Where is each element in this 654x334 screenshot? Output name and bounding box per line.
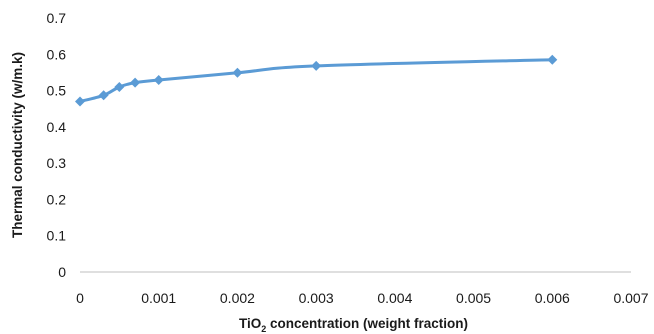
data-point-marker <box>75 96 85 107</box>
x-tick-label: 0.004 <box>377 290 412 306</box>
data-point-marker <box>130 77 141 88</box>
x-tick-label: 0.006 <box>535 290 570 306</box>
data-point-marker <box>311 60 322 71</box>
y-tick-label: 0 <box>58 264 66 280</box>
x-tick-label: 0.001 <box>141 290 176 306</box>
x-tick-labels: 0 0.001 0.002 0.003 0.004 0.005 0.006 0.… <box>76 290 649 306</box>
y-tick-label: 0.2 <box>47 191 67 207</box>
y-axis-title: Thermal conductivity (w/m.k) <box>10 52 25 238</box>
series-markers <box>75 54 558 107</box>
x-tick-label: 0.005 <box>456 290 491 306</box>
x-axis-title: TiO2 concentration (weight fraction) <box>239 316 468 334</box>
y-tick-label: 0.1 <box>47 228 67 244</box>
x-axis-title-main: TiO <box>239 316 261 331</box>
data-point-marker <box>114 81 125 92</box>
data-point-marker <box>153 75 164 86</box>
data-point-marker <box>98 90 109 101</box>
x-tick-label: 0 <box>76 290 84 306</box>
y-tick-label: 0.6 <box>47 46 67 62</box>
y-tick-label: 0.4 <box>47 119 67 135</box>
y-tick-label: 0.5 <box>47 83 67 99</box>
x-tick-label: 0.003 <box>299 290 334 306</box>
x-tick-label: 0.002 <box>220 290 255 306</box>
x-axis-title-rest: concentration (weight fraction) <box>266 316 468 331</box>
data-point-marker <box>232 67 243 78</box>
x-axis-title-subscript: 2 <box>261 324 266 334</box>
y-tick-label: 0.3 <box>47 155 67 171</box>
y-tick-label: 0.7 <box>47 10 67 26</box>
y-tick-labels: 0 0.1 0.2 0.3 0.4 0.5 0.6 0.7 <box>47 10 67 280</box>
data-point-marker <box>547 54 558 65</box>
x-tick-label: 0.007 <box>613 290 648 306</box>
